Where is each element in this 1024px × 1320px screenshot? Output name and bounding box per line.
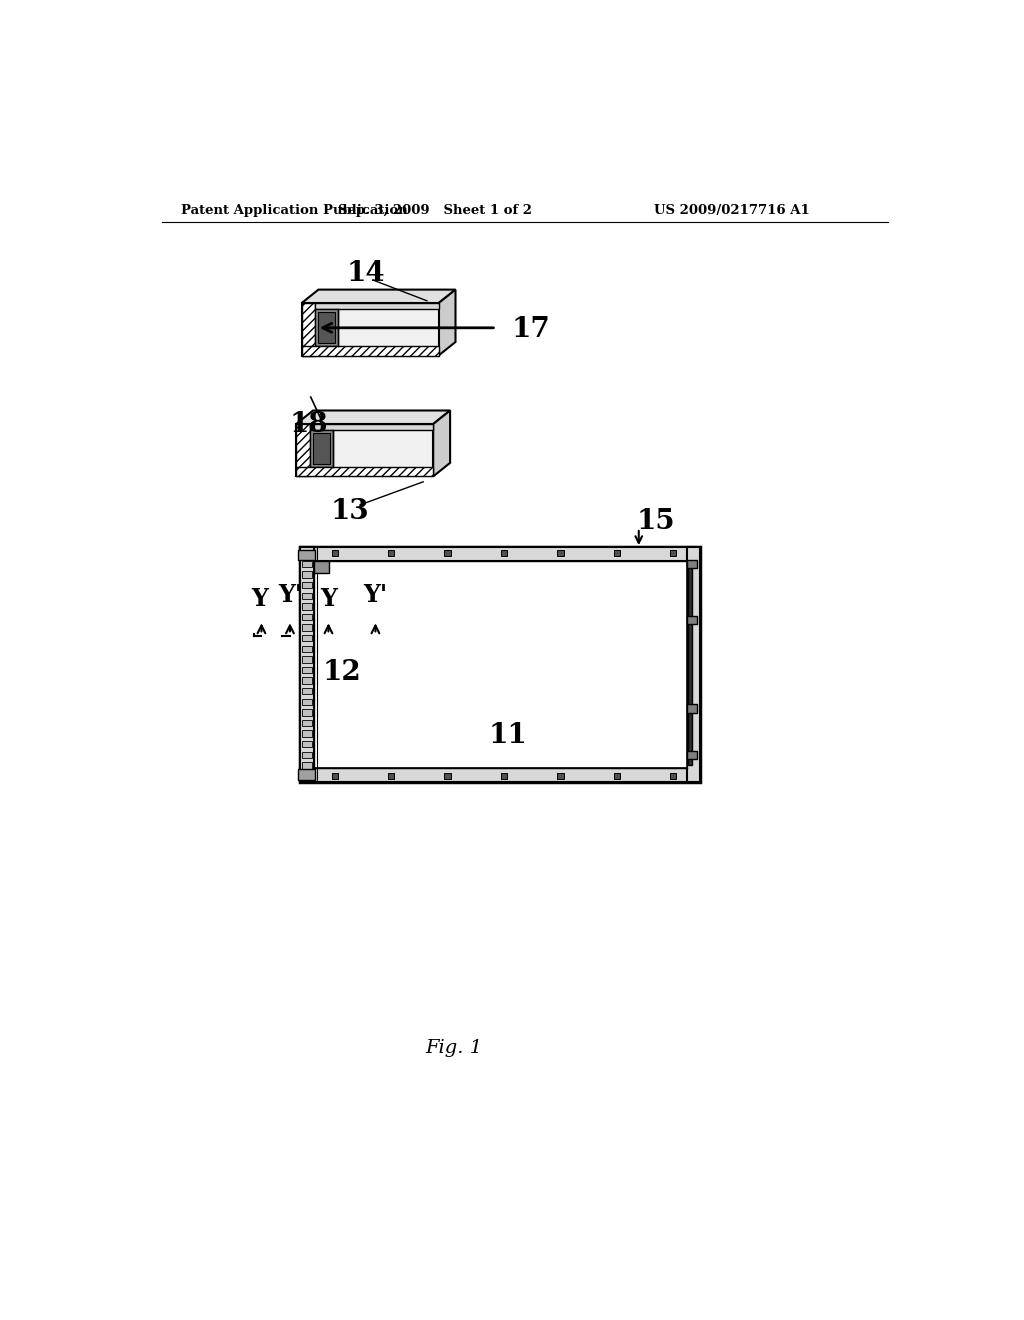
Text: 15: 15 <box>637 508 675 536</box>
Bar <box>671 774 677 779</box>
Bar <box>301 624 312 631</box>
Bar <box>298 770 314 780</box>
Bar <box>671 550 677 557</box>
Text: Y': Y' <box>278 583 302 607</box>
Text: 17: 17 <box>512 315 551 343</box>
Bar <box>301 772 312 779</box>
Bar <box>557 550 563 557</box>
Text: 11: 11 <box>488 722 527 750</box>
Text: Sep. 3, 2009   Sheet 1 of 2: Sep. 3, 2009 Sheet 1 of 2 <box>338 205 531 218</box>
Bar <box>613 550 620 557</box>
Bar <box>301 593 312 599</box>
Bar <box>310 424 433 430</box>
Bar <box>298 549 314 560</box>
Bar <box>301 550 312 557</box>
Bar <box>301 677 312 684</box>
Text: Patent Application Publication: Patent Application Publication <box>180 205 408 218</box>
Bar <box>557 774 563 779</box>
Bar <box>301 656 312 663</box>
Bar <box>301 304 438 355</box>
Text: 13: 13 <box>331 498 370 524</box>
Text: 12: 12 <box>323 659 361 686</box>
Bar <box>388 774 394 779</box>
Text: 14: 14 <box>346 260 385 288</box>
Bar <box>301 561 312 568</box>
Polygon shape <box>433 411 451 477</box>
Bar <box>444 550 451 557</box>
Bar <box>388 550 394 557</box>
Text: Y: Y <box>252 587 268 611</box>
Bar <box>301 304 315 355</box>
Text: Fig. 1: Fig. 1 <box>425 1039 482 1057</box>
Bar <box>301 582 312 589</box>
Bar <box>313 561 686 768</box>
Bar <box>301 730 312 737</box>
Bar <box>686 705 697 713</box>
Polygon shape <box>296 411 451 424</box>
Bar <box>315 309 339 346</box>
Bar <box>301 346 438 355</box>
Text: Y: Y <box>321 587 337 611</box>
Bar <box>296 424 310 477</box>
Bar <box>613 774 620 779</box>
Bar <box>686 615 697 624</box>
Bar <box>686 548 700 781</box>
Bar <box>301 698 312 705</box>
Bar <box>301 751 312 758</box>
Bar <box>301 572 312 578</box>
Bar <box>300 548 700 561</box>
Bar <box>300 548 313 781</box>
Bar <box>301 635 312 642</box>
Bar <box>318 313 336 343</box>
Text: US 2009/0217716 A1: US 2009/0217716 A1 <box>654 205 810 218</box>
Bar <box>332 550 338 557</box>
Bar <box>501 550 507 557</box>
Text: 18: 18 <box>290 411 329 437</box>
Bar <box>301 709 312 715</box>
Bar <box>501 774 507 779</box>
Bar <box>688 564 692 766</box>
Bar <box>300 768 700 781</box>
Polygon shape <box>301 289 456 304</box>
Bar <box>301 741 312 747</box>
Bar <box>301 667 312 673</box>
Bar <box>301 614 312 620</box>
Bar <box>686 751 697 759</box>
Polygon shape <box>438 289 456 355</box>
Bar <box>301 603 312 610</box>
Bar <box>686 560 697 568</box>
Bar <box>332 774 338 779</box>
Bar <box>301 688 312 694</box>
Bar <box>300 548 700 781</box>
Bar <box>310 430 333 467</box>
Bar <box>313 433 330 465</box>
Bar <box>444 774 451 779</box>
Bar <box>301 645 312 652</box>
Bar <box>296 467 433 477</box>
Bar <box>301 719 312 726</box>
Bar <box>296 424 433 477</box>
Bar <box>301 762 312 768</box>
Text: Y': Y' <box>364 583 387 607</box>
Bar <box>315 304 438 309</box>
Bar <box>313 561 330 573</box>
